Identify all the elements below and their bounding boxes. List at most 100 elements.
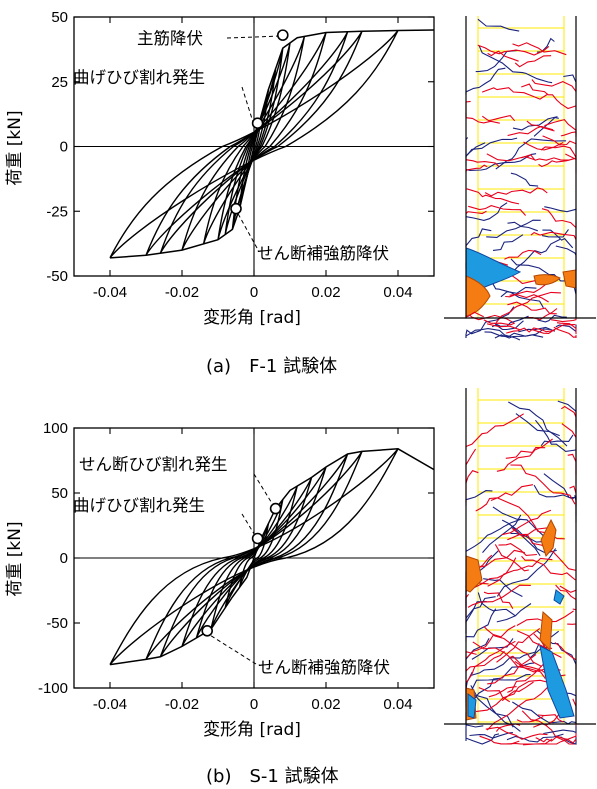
flexural-crack [465, 113, 500, 124]
shear-crack [466, 202, 508, 221]
flexural-crack [468, 205, 527, 216]
crack-pattern-a [444, 16, 596, 341]
annotation-marker [251, 117, 264, 129]
flexural-crack [498, 543, 537, 556]
shear-crack [477, 592, 516, 617]
flexural-crack [486, 323, 521, 331]
flexural-crack [530, 231, 577, 240]
flexural-crack [501, 681, 534, 702]
shear-crack [465, 518, 522, 552]
shear-crack [465, 724, 484, 737]
flexural-crack [514, 55, 552, 68]
shear-crack [507, 221, 538, 232]
annotation-label: せん断ひび割れ発生 [79, 455, 228, 474]
flexural-crack [516, 715, 544, 723]
shear-crack [469, 732, 513, 739]
shear-crack [470, 685, 521, 732]
shear-crack [465, 733, 500, 745]
flexural-crack [486, 153, 535, 162]
envelope-negative [109, 146, 255, 259]
chart-b-load-deformation: 荷重 [kN] 変形角 [rad] -0.04 -0.02 0 0.02 0.04 -10… [5, 420, 435, 740]
shear-crack [510, 172, 539, 187]
y-tick-label: -50 [46, 268, 68, 285]
shear-crack [482, 514, 522, 553]
flexural-crack [487, 50, 519, 62]
shear-crack [470, 643, 540, 677]
x-tick-label: 0.04 [383, 696, 412, 713]
shear-crack [465, 142, 486, 167]
shear-crack [477, 18, 520, 32]
shear-crack [465, 306, 515, 338]
flexural-crack [535, 735, 577, 744]
shear-crack [486, 219, 541, 238]
shear-crack [557, 400, 577, 434]
flexural-crack [540, 145, 577, 161]
flexural-crack [501, 509, 552, 536]
annotation-leader [235, 209, 258, 249]
shear-crack [510, 532, 545, 543]
flexural-crack [496, 438, 553, 472]
shear-crack [504, 238, 561, 273]
spalling-area [553, 589, 565, 605]
spalling-area [539, 610, 553, 652]
shear-crack [500, 286, 537, 298]
shear-crack [475, 49, 518, 73]
flexural-crack [567, 623, 577, 639]
shear-crack [518, 326, 556, 333]
shear-crack [494, 328, 550, 339]
flexural-crack [559, 585, 577, 593]
flexural-crack [475, 484, 534, 512]
annotation-leader [204, 631, 257, 665]
shear-crack [466, 137, 518, 156]
y-tick-label: 0 [60, 139, 68, 156]
shear-crack [533, 117, 559, 137]
shear-crack [465, 328, 521, 341]
flexural-crack [465, 159, 500, 167]
flexural-crack [494, 544, 529, 572]
y-tick-label: -100 [38, 680, 68, 697]
x-tick-label: 0 [250, 696, 258, 713]
flexural-crack [511, 527, 577, 571]
annotation-leader [226, 35, 282, 39]
flexural-crack [487, 557, 553, 587]
spalling-area [540, 518, 557, 558]
annotation-label: せん断補強筋降伏 [258, 658, 390, 677]
flexural-crack [475, 679, 549, 713]
shear-crack [508, 401, 568, 447]
envelope-positive [253, 29, 434, 147]
flexural-crack [521, 83, 577, 110]
flexural-crack [506, 327, 555, 334]
flexural-crack [560, 131, 577, 137]
flexural-crack [504, 249, 542, 260]
x-tick-label: -0.04 [93, 696, 127, 713]
shear-crack [542, 229, 574, 249]
spalling-area [539, 645, 575, 719]
chart-a-y-axis-label: 荷重 [kN] [5, 110, 25, 185]
flexural-crack [507, 125, 554, 137]
flexural-crack [512, 42, 567, 56]
flexural-crack [526, 120, 555, 132]
flexural-crack [465, 210, 487, 215]
shear-crack [540, 434, 574, 447]
chart-a-caption: (a) F-1 試験体 [206, 356, 337, 377]
shear-crack [543, 725, 577, 735]
annotation-marker [269, 502, 282, 515]
spalling-area [533, 274, 561, 286]
shear-crack [492, 506, 546, 539]
flexural-crack [505, 284, 546, 298]
flexural-crack [496, 627, 541, 663]
x-tick-label: 0 [250, 284, 258, 301]
x-tick-label: -0.02 [165, 284, 199, 301]
flexural-crack [465, 413, 524, 450]
shear-crack [495, 138, 567, 170]
y-tick-label: -25 [46, 203, 68, 220]
annotation-label: 曲げひび割れ発生 [73, 496, 205, 515]
spalling-area [562, 269, 577, 289]
shear-crack [465, 153, 537, 172]
flexural-crack [467, 584, 531, 608]
flexural-crack [565, 153, 577, 173]
flexural-crack [495, 291, 561, 323]
annotation-leader [241, 513, 257, 538]
flexural-crack [507, 301, 557, 315]
